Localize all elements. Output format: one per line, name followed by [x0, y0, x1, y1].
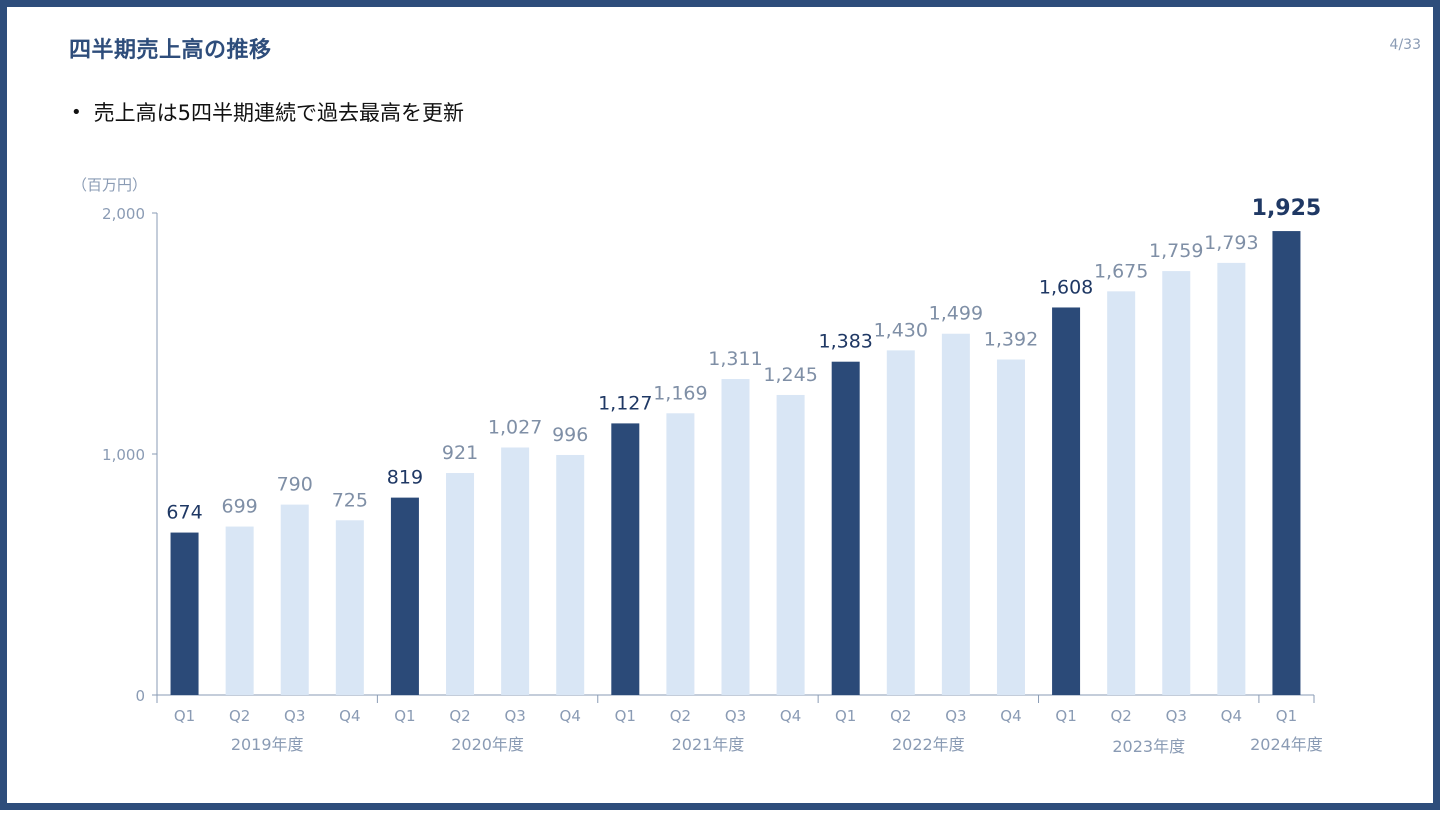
- x-tick-label: Q3: [945, 707, 966, 725]
- bar: [941, 333, 970, 695]
- bar: [1162, 271, 1191, 695]
- bar: [666, 413, 695, 695]
- fiscal-year-group-label: 2024年度: [1250, 735, 1323, 754]
- x-tick-label: Q1: [1055, 707, 1076, 725]
- bullet-text: 売上高は5四半期連続で過去最高を更新: [93, 101, 464, 125]
- fiscal-year-group-label: 2020年度: [451, 735, 524, 754]
- data-label: 1,499: [929, 303, 983, 325]
- data-label: 1,675: [1094, 260, 1148, 282]
- bar: [446, 473, 475, 695]
- x-tick-label: Q4: [1000, 707, 1021, 725]
- x-tick-label: Q2: [449, 707, 470, 725]
- bar: [280, 504, 309, 695]
- bar: [1052, 307, 1081, 695]
- bar: [886, 350, 915, 695]
- fiscal-year-group-label: 2019年度: [231, 735, 304, 754]
- data-label: 1,608: [1039, 276, 1093, 298]
- data-label: 1,430: [874, 319, 928, 341]
- bullet-point: • 売上高は5四半期連続で過去最高を更新: [71, 97, 464, 127]
- page-title: 四半期売上高の推移: [69, 38, 272, 63]
- x-tick-label: Q2: [229, 707, 250, 725]
- data-label: 1,925: [1252, 196, 1322, 221]
- data-label: 819: [387, 467, 423, 489]
- x-tick-label: Q3: [725, 707, 746, 725]
- bar: [611, 423, 640, 695]
- y-tick-label: 1,000: [102, 446, 145, 464]
- data-label: 1,169: [653, 382, 707, 404]
- data-label: 674: [166, 502, 202, 524]
- x-tick-label: Q1: [835, 707, 856, 725]
- data-label: 996: [552, 424, 588, 446]
- data-label: 1,392: [984, 329, 1038, 351]
- bullet-dot-icon: •: [71, 101, 82, 123]
- y-tick-label: 0: [135, 687, 145, 705]
- data-label: 1,127: [598, 392, 652, 414]
- data-label: 725: [332, 489, 368, 511]
- bar: [335, 520, 364, 695]
- fiscal-year-group-label: 2023年度: [1112, 737, 1185, 756]
- x-tick-label: Q3: [1166, 707, 1187, 725]
- data-label: 1,383: [818, 331, 872, 353]
- y-tick-label: 2,000: [102, 205, 145, 223]
- bar: [501, 447, 530, 695]
- x-tick-label: Q4: [780, 707, 801, 725]
- bar: [996, 359, 1025, 695]
- data-label: 790: [277, 474, 313, 496]
- data-label: 1,311: [708, 348, 762, 370]
- data-label: 699: [222, 496, 258, 518]
- x-tick-label: Q1: [174, 707, 195, 725]
- bar: [1272, 231, 1301, 695]
- bar: [390, 497, 419, 695]
- data-label: 1,027: [488, 416, 542, 438]
- bar: [776, 394, 805, 695]
- y-axis-unit-label: （百万円）: [72, 176, 147, 194]
- x-tick-label: Q2: [1110, 707, 1131, 725]
- page-number: 4/33: [1389, 37, 1421, 53]
- x-tick-label: Q4: [560, 707, 581, 725]
- data-label: 1,793: [1204, 232, 1258, 254]
- x-tick-label: Q3: [284, 707, 305, 725]
- x-tick-label: Q1: [615, 707, 636, 725]
- bar: [831, 361, 860, 695]
- fiscal-year-group-label: 2021年度: [672, 735, 745, 754]
- data-label: 921: [442, 442, 478, 464]
- bar: [721, 379, 750, 695]
- x-tick-label: Q2: [670, 707, 691, 725]
- x-tick-label: Q3: [504, 707, 525, 725]
- x-tick-label: Q2: [890, 707, 911, 725]
- data-label: 1,245: [763, 364, 817, 386]
- bar: [1217, 262, 1246, 695]
- bar: [170, 532, 199, 695]
- x-tick-label: Q1: [1276, 707, 1297, 725]
- fiscal-year-group-label: 2022年度: [892, 735, 965, 754]
- bar: [225, 526, 254, 695]
- x-tick-label: Q4: [339, 707, 360, 725]
- bar: [1107, 291, 1136, 695]
- x-tick-label: Q4: [1221, 707, 1242, 725]
- data-label: 1,759: [1149, 240, 1203, 262]
- x-tick-label: Q1: [394, 707, 415, 725]
- bar: [556, 454, 585, 695]
